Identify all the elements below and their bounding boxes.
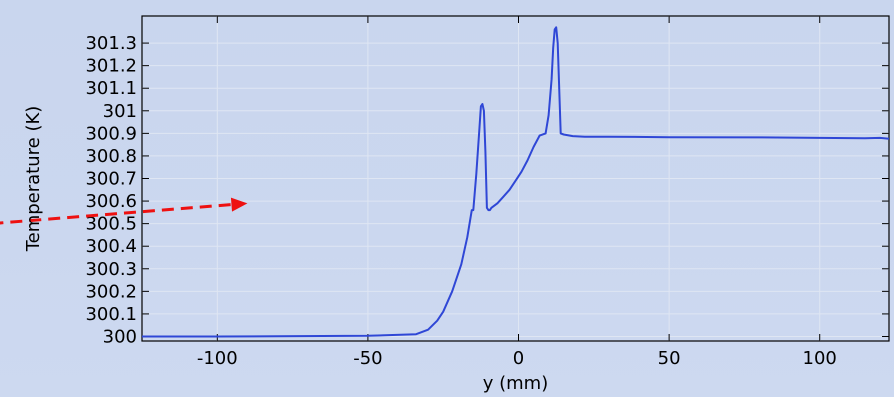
y-tick-label: 300.3 [85,259,137,280]
x-tick-label: 100 [803,348,837,369]
y-tick-label: 300 [103,326,137,347]
x-tick-label: 50 [658,348,681,369]
y-tick-label: 300.7 [85,169,137,190]
y-tick-label: 301.1 [85,78,137,99]
x-tick-label: -50 [353,348,382,369]
y-tick-label: 300.8 [85,146,137,167]
grid-lines [142,16,889,341]
y-axis-title: Temperature (K) [23,106,44,253]
x-tick-label: 0 [513,348,524,369]
y-axis-ticks: 300300.1300.2300.3300.4300.5300.6300.730… [85,33,889,347]
y-tick-label: 300.1 [85,304,137,325]
annotation-layer [0,197,248,225]
y-tick-label: 301.2 [85,56,137,77]
temperature-series-line [142,26,890,338]
x-axis-title: y (mm) [483,373,549,394]
y-tick-label: 301.3 [85,33,137,54]
y-tick-label: 300.6 [85,191,137,212]
y-tick-label: 300.2 [85,281,137,302]
series-layer [142,26,890,338]
y-tick-label: 301 [103,101,137,122]
y-tick-label: 300.4 [85,236,137,257]
y-tick-label: 300.5 [85,214,137,235]
annotation-arrow-head [230,197,248,212]
x-tick-label: -100 [197,348,238,369]
y-tick-label: 300.9 [85,123,137,144]
x-axis-ticks: -100 -50 0 50 100 [197,16,837,369]
annotation-arrow-shaft [0,203,232,225]
